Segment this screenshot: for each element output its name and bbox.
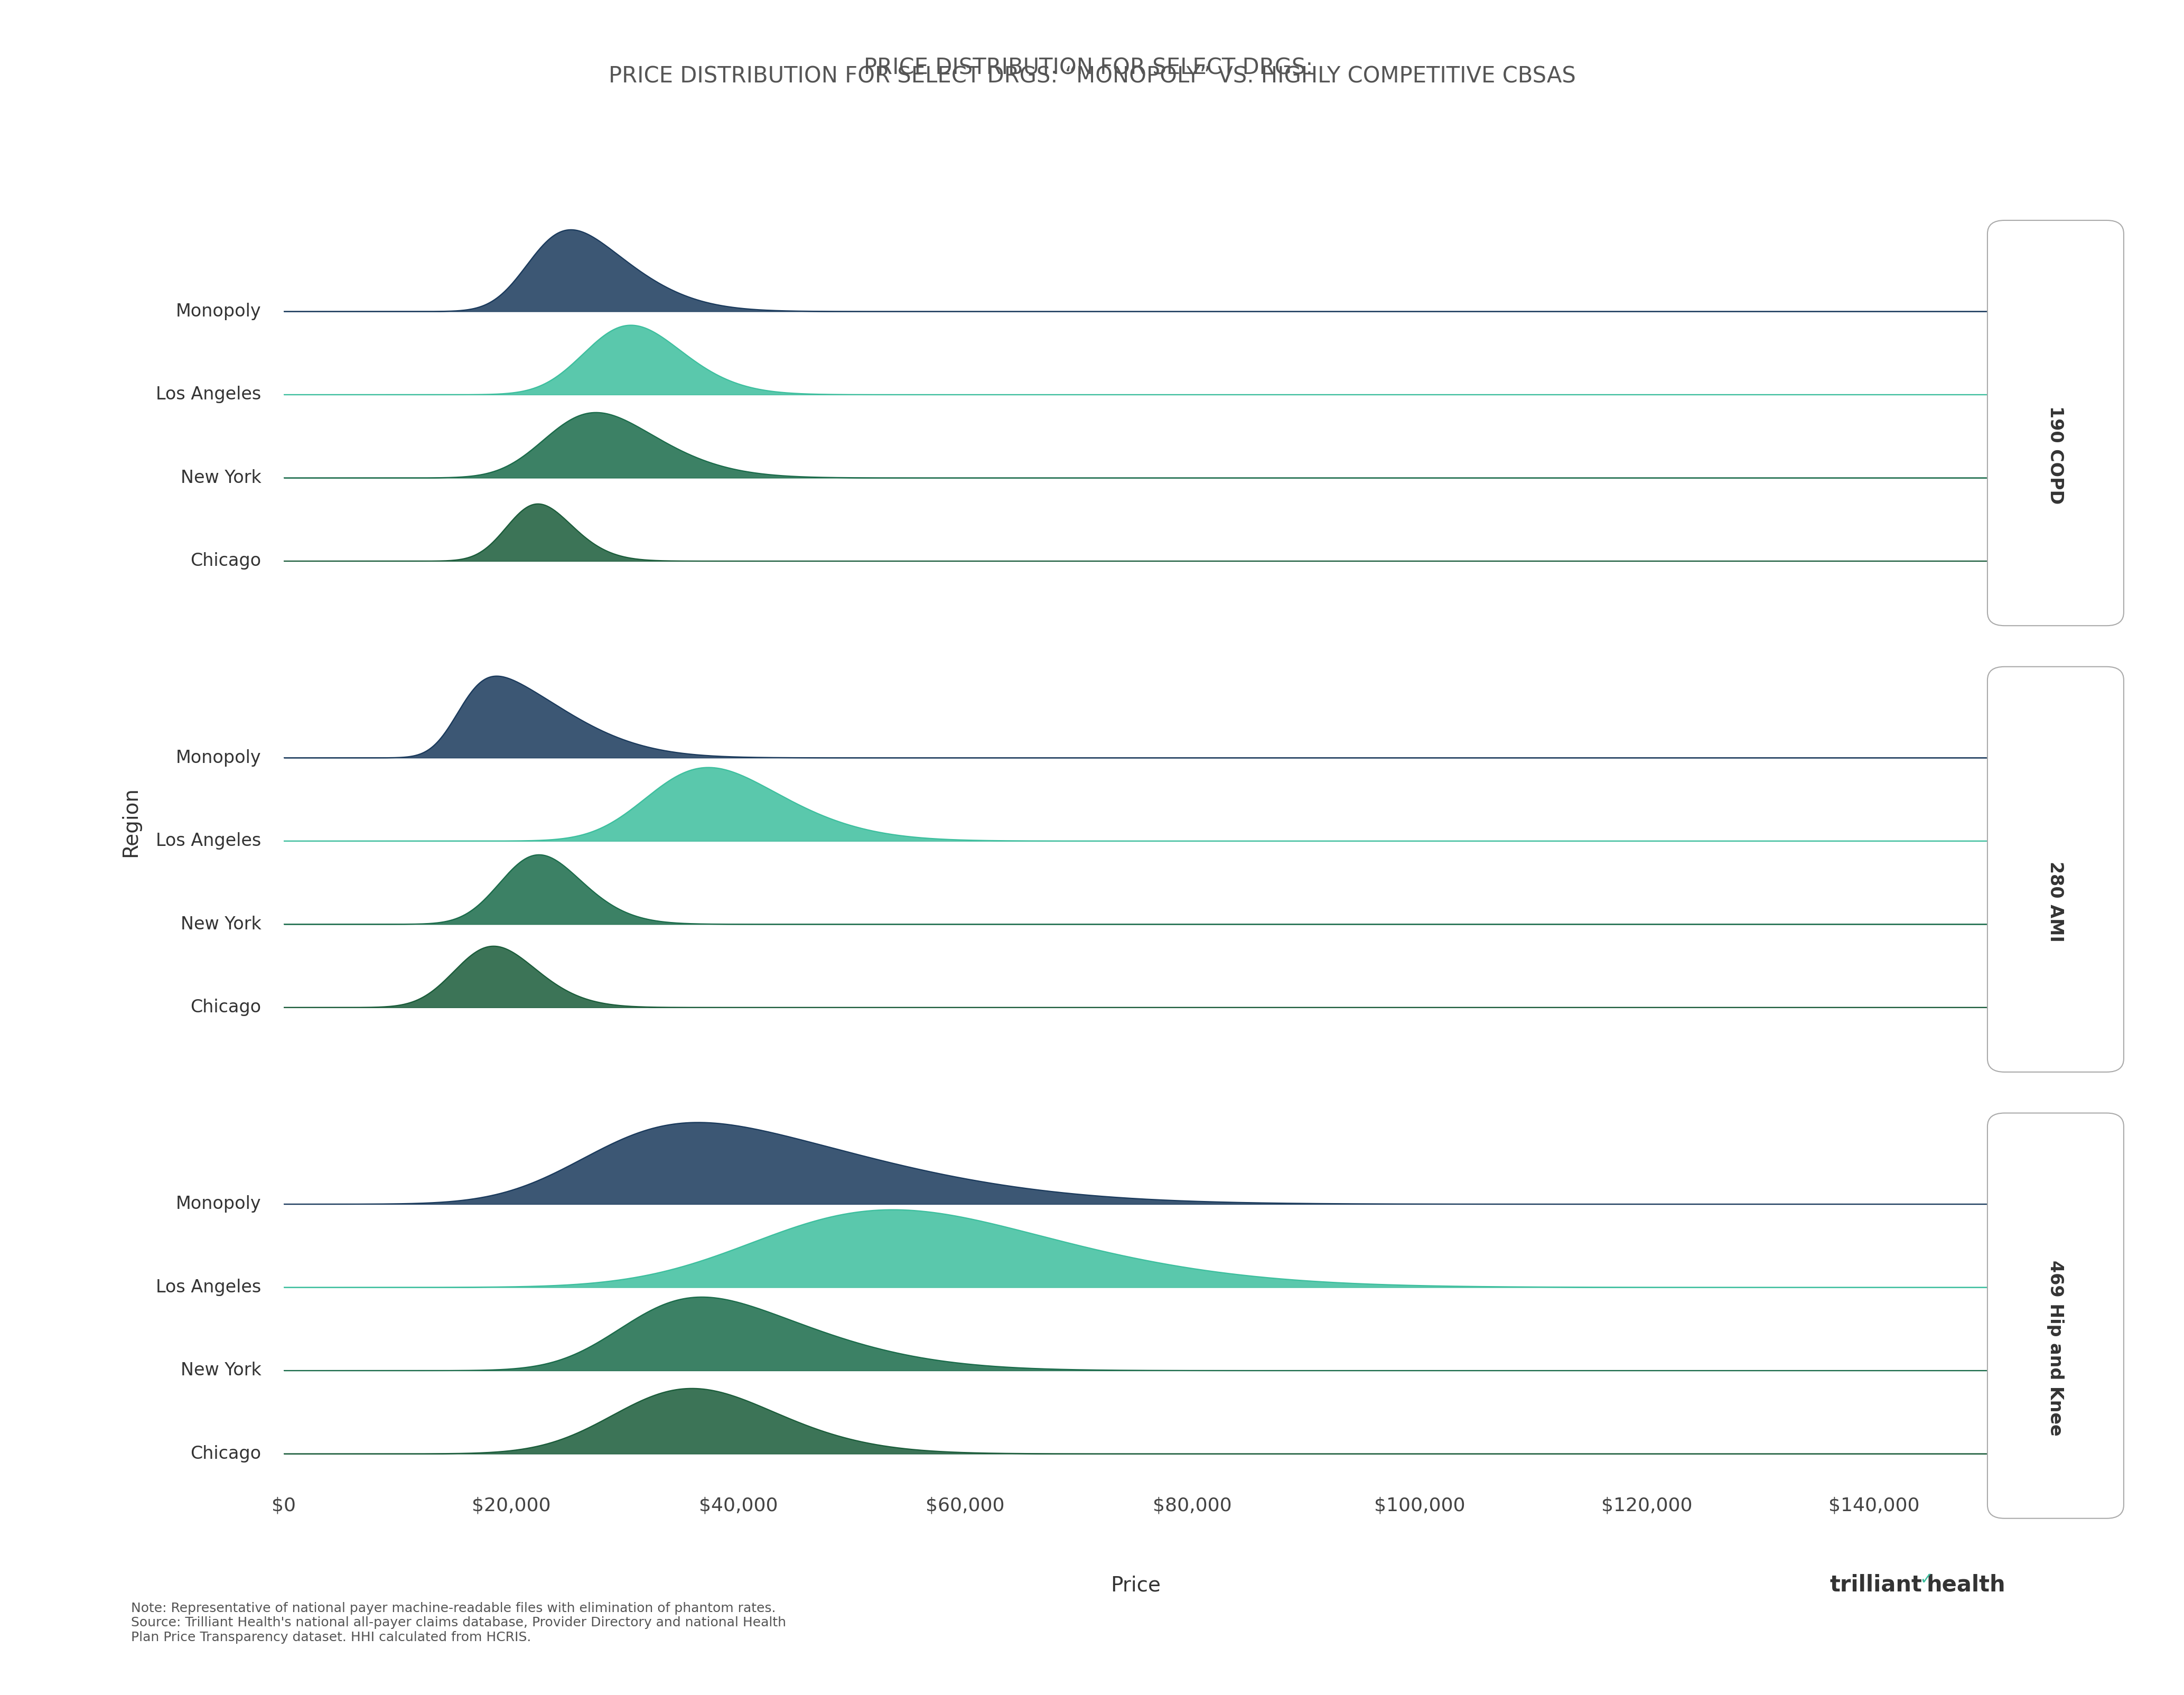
Text: PRICE DISTRIBUTION FOR SELECT DRGS:: PRICE DISTRIBUTION FOR SELECT DRGS: <box>865 56 1319 80</box>
Text: Chicago: Chicago <box>190 998 262 1015</box>
Text: Price: Price <box>1112 1575 1160 1595</box>
Text: Chicago: Chicago <box>190 1446 262 1463</box>
Text: Chicago: Chicago <box>190 553 262 570</box>
Text: Los Angeles: Los Angeles <box>155 386 262 403</box>
Text: ✓: ✓ <box>1920 1571 1933 1588</box>
Text: 469 Hip and Knee: 469 Hip and Knee <box>2046 1259 2064 1436</box>
Text: trilliant: trilliant <box>1830 1573 1922 1597</box>
Text: 190 COPD: 190 COPD <box>2046 407 2064 505</box>
Text: New York: New York <box>181 915 262 932</box>
Text: Note: Representative of national payer machine-readable files with elimination o: Note: Representative of national payer m… <box>131 1602 786 1644</box>
Text: PRICE DISTRIBUTION FOR SELECT DRGS: “MONOPOLY” VS. HIGHLY COMPETITIVE CBSAS: PRICE DISTRIBUTION FOR SELECT DRGS: “MON… <box>609 64 1575 88</box>
FancyBboxPatch shape <box>1987 220 2123 625</box>
FancyBboxPatch shape <box>1987 666 2123 1071</box>
Text: New York: New York <box>181 470 262 486</box>
Text: Los Angeles: Los Angeles <box>155 832 262 849</box>
Text: Region: Region <box>120 786 140 858</box>
FancyBboxPatch shape <box>1987 1114 2123 1519</box>
Text: 280 AMI: 280 AMI <box>2046 861 2064 942</box>
Text: Monopoly: Monopoly <box>177 303 262 320</box>
Text: New York: New York <box>181 1361 262 1380</box>
Text: Monopoly: Monopoly <box>177 1195 262 1214</box>
Text: health: health <box>1926 1573 2005 1597</box>
Text: Los Angeles: Los Angeles <box>155 1278 262 1297</box>
Text: Monopoly: Monopoly <box>177 749 262 766</box>
